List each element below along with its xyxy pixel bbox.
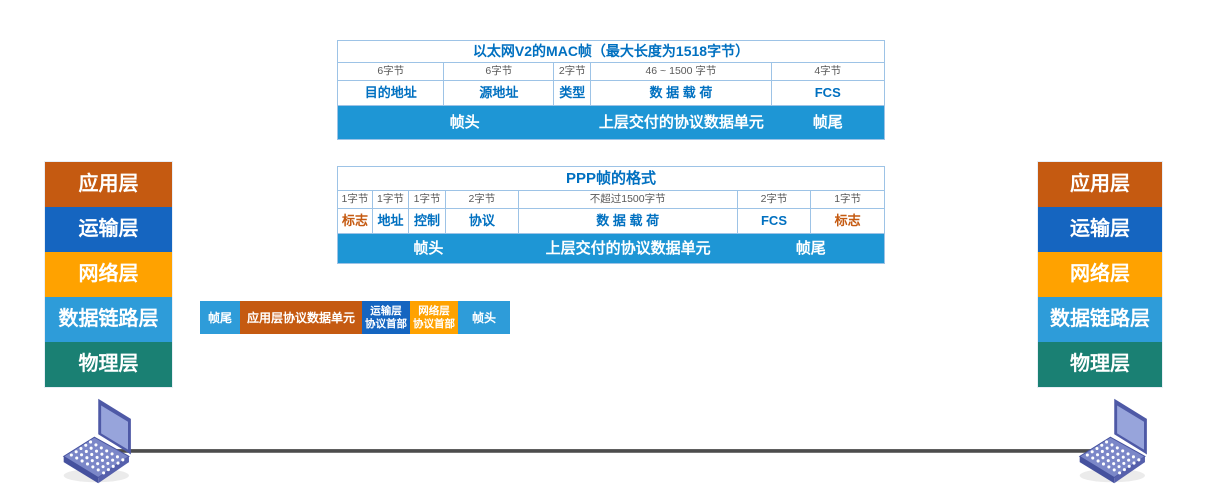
ppp-frame-table: PPP帧的格式 1字节 1字节 1字节 2字节 不超过1500字节 2字节 1字节 标志 地址… [337,166,885,264]
ppp-field-cell: 数 据 载 荷 [519,209,738,233]
mac-byte-row: 6字节 6字节 2字节 46 ~ 1500 字节 4字节 [338,63,884,81]
encap-transport-header: 运输层 协议首部 [362,301,410,334]
ppp-byte-cell: 1字节 [338,191,373,208]
layer-application: 应用层 [1038,162,1162,207]
mac-byte-cell: 6字节 [338,63,445,80]
encap-frame-tail: 帧尾 [200,301,240,334]
layer-datalink: 数据链路层 [45,297,172,342]
ppp-byte-cell: 2字节 [738,191,812,208]
ppp-frame-title: PPP帧的格式 [338,167,884,191]
encapsulation-bar: 帧尾 应用层协议数据单元 运输层 协议首部 网络层 协议首部 帧头 [200,301,510,334]
encap-network-header: 网络层 协议首部 [410,301,458,334]
mac-footer-bar: 帧头 上层交付的协议数据单元 帧尾 [338,106,884,139]
mac-field-cell: 源地址 [444,81,555,105]
mac-frame-title: 以太网V2的MAC帧（最大长度为1518字节） [338,41,884,63]
encap-frame-head: 帧头 [458,301,510,334]
layer-physical: 物理层 [45,342,172,387]
ppp-field-cell: 标志 [834,213,861,228]
ppp-byte-cell: 不超过1500字节 [519,191,738,208]
protocol-stack-right: 应用层 运输层 网络层 数据链路层 物理层 [1038,162,1162,387]
ppp-footer-label: 上层交付的协议数据单元 [545,240,711,257]
mac-field-cell: 类型 [554,81,592,105]
layer-network: 网络层 [45,252,172,297]
ppp-byte-cell: 1字节 [834,193,862,205]
mac-byte-cell: 4字节 [814,65,842,77]
mac-footer-label: 上层交付的协议数据单元 [598,114,764,131]
mac-field-cell: FCS [814,85,841,100]
mac-footer-label: 帧头 [449,114,480,131]
mac-byte-cell: 2字节 [554,63,592,80]
ppp-footer-bar: 帧头 上层交付的协议数据单元 帧尾 [338,234,884,263]
layer-physical: 物理层 [1038,342,1162,387]
mac-byte-cell: 46 ~ 1500 字节 [591,63,772,80]
layer-application: 应用层 [45,162,172,207]
ppp-footer-label: 帧头 [413,240,444,257]
ppp-footer-label: 帧尾 [795,240,826,257]
mac-byte-cell: 6字节 [444,63,555,80]
ppp-byte-cell: 2字节 [446,191,519,208]
ethernet-mac-frame-table: 以太网V2的MAC帧（最大长度为1518字节） 6字节 6字节 2字节 46 ~ 15… [337,40,885,140]
ppp-byte-cell: 1字节 [409,191,447,208]
ppp-field-row: 标志 地址 控制 协议数 据 载 荷 FCS 标志 [338,209,884,234]
mac-field-cell: 数 据 载 荷 [591,81,772,105]
mac-footer-label: 帧尾 [812,114,843,131]
laptop-icon [62,398,131,484]
layer-transport: 运输层 [45,207,172,252]
layer-datalink: 数据链路层 [1038,297,1162,342]
mac-field-cell: 目的地址 [338,81,445,105]
ppp-field-cell: 地址 [373,209,409,233]
ppp-field-cell: 控制 [409,209,447,233]
layer-transport: 运输层 [1038,207,1162,252]
network-link-line [100,449,1118,453]
ppp-field-cell: FCS [738,209,812,233]
protocol-stack-left: 应用层 运输层 网络层 数据链路层 物理层 [45,162,172,387]
mac-field-row: 目的地址 源地址 类型数 据 载 荷 FCS [338,81,884,106]
ppp-byte-row: 1字节 1字节 1字节 2字节 不超过1500字节 2字节 1字节 [338,191,884,209]
ppp-field-cell: 协议 [446,209,519,233]
layer-network: 网络层 [1038,252,1162,297]
encap-app-pdu: 应用层协议数据单元 [240,301,362,334]
ppp-byte-cell: 1字节 [373,191,409,208]
ppp-field-cell: 标志 [338,209,373,233]
laptop-icon [1078,398,1147,484]
